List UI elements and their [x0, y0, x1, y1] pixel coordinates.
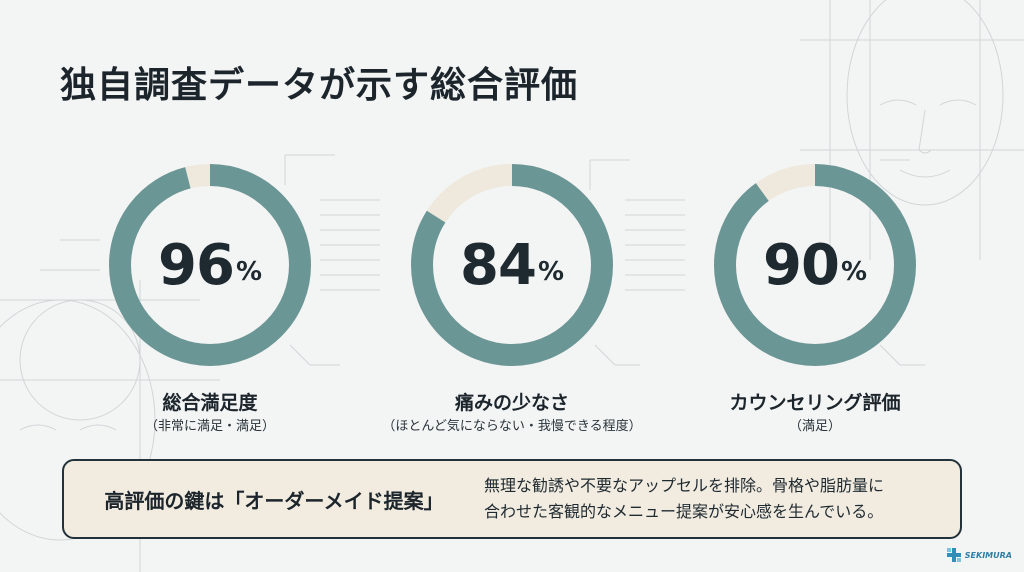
metric-sublabel: （満足） — [788, 419, 841, 434]
donut-ring — [109, 164, 311, 366]
metric-sublabel: （非常に満足・満足） — [144, 419, 275, 434]
percentage-value: 96% — [105, 160, 315, 370]
donut-chart-pain: 84% — [407, 160, 617, 370]
logo-text: SEKIMURA — [964, 550, 1012, 560]
donut-value-arc — [411, 164, 613, 366]
key-insight-line: 無理な勧誘や不要なアップセルを排除。骨格や脂肪量に — [484, 476, 885, 495]
brand-logo: SEKIMURA — [946, 548, 1012, 562]
percentage-number: 96 — [158, 232, 235, 298]
metric-label: 総合満足度 — [162, 392, 258, 414]
key-insight-description: 無理な勧誘や不要なアップセルを排除。骨格や脂肪量に 合わせた客観的なメニュー提案… — [484, 473, 960, 525]
metric-label: 痛みの少なさ — [454, 392, 569, 414]
percentage-number: 90 — [763, 232, 840, 298]
percentage-unit: % — [840, 257, 867, 287]
percentage-number: 84 — [460, 232, 537, 298]
percentage-unit: % — [235, 257, 262, 287]
key-insight-box: 高評価の鍵は「オーダーメイド提案」 無理な勧誘や不要なアップセルを排除。骨格や脂… — [62, 459, 962, 539]
key-insight-heading: 高評価の鍵は「オーダーメイド提案」 — [104, 488, 444, 513]
donut-value-arc — [714, 164, 916, 366]
metric-sublabel: （ほとんど気にならない・我慢できる程度） — [382, 419, 642, 434]
donut-ring — [714, 164, 916, 366]
metric-label: カウンセリング評価 — [729, 392, 901, 414]
percentage-unit: % — [537, 257, 564, 287]
donut-ring — [411, 164, 613, 366]
donut-chart-counseling: 90% — [710, 160, 920, 370]
percentage-value: 84% — [407, 160, 617, 370]
page-title: 独自調査データが示す総合評価 — [60, 65, 579, 106]
donut-chart-satisfaction: 96% — [105, 160, 315, 370]
key-insight-line: 合わせた客観的なメニュー提案が安心感を生んでいる。 — [484, 502, 884, 521]
cross-logo-icon — [946, 548, 961, 562]
percentage-value: 90% — [710, 160, 920, 370]
donut-value-arc — [109, 164, 311, 366]
